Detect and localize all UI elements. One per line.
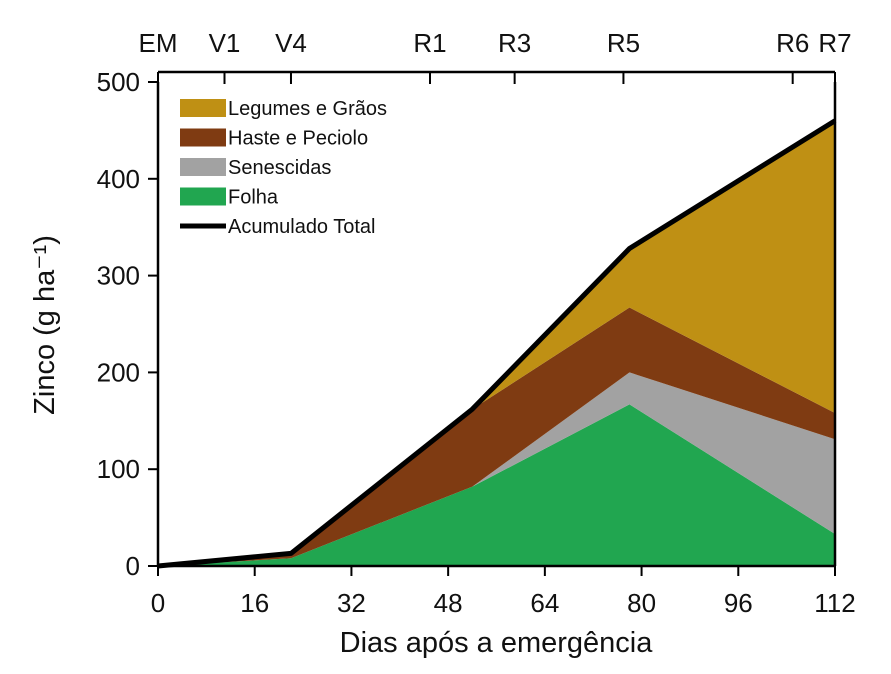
stage-markers: EM V1 V4 R1 R3 R5 R6 R7 [139,28,852,84]
legend-swatch [180,158,226,176]
x-tick-label: 80 [627,588,656,618]
area-haste-e-peciolo [158,307,835,566]
x-axis-title: Dias após a emergência [340,627,654,659]
area-senescidas [158,372,835,566]
y-tick-label: 0 [126,551,140,581]
stage-label-v4: V4 [275,28,307,58]
x-tick-label: 0 [151,588,165,618]
stage-label-v1: V1 [209,28,241,58]
legend-swatch [180,128,226,147]
x-tick-label: 32 [337,588,366,618]
legend-swatch [180,187,226,206]
x-tick-label: 96 [724,588,753,618]
line-acumulado-total [157,118,837,569]
stage-label-r3: R3 [498,28,531,58]
legend-label: Senescidas [228,157,331,179]
area-folha [158,404,835,566]
x-tick-label: 64 [530,588,559,618]
legend-label: Haste e Peciolo [228,128,368,150]
y-tick-label: 200 [97,357,140,387]
x-tick-label: 16 [240,588,269,618]
area-legumes-e-graos [158,121,835,567]
stage-label-em: EM [139,28,178,58]
stage-label-r6: R6 [776,28,809,58]
legend-label: Folha [228,187,279,209]
y-tick-label: 300 [97,261,140,291]
stacked-areas [158,121,835,567]
legend-label: Acumulado Total [228,216,376,238]
y-tick-label: 400 [97,164,140,194]
total-line-group [157,118,837,569]
y-axis-title: Zinco (g ha⁻¹) [29,235,61,415]
y-tick-label: 500 [97,67,140,97]
legend-label: Legumes e Grãos [228,98,387,120]
legend-swatch [180,99,226,117]
legend: Legumes e Grãos Haste e Peciolo Senescidas… [180,98,387,238]
stage-label-r7: R7 [818,28,851,58]
x-tick-label: 48 [434,588,463,618]
axes [156,70,837,568]
ticks: 0 16 32 48 64 80 96 112 0 100 200 300 400 500 [97,67,856,618]
y-tick-label: 100 [97,454,140,484]
stage-label-r1: R1 [413,28,446,58]
stage-label-r5: R5 [607,28,640,58]
x-tick-label: 112 [814,588,855,618]
